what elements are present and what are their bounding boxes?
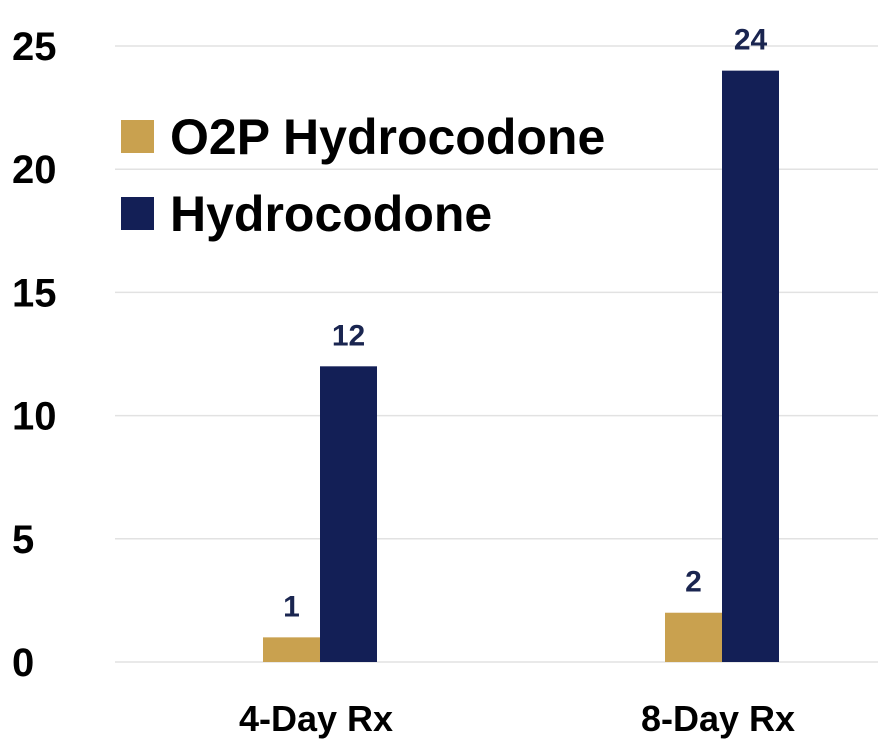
bars	[263, 70, 779, 662]
y-axis-ticks: 0 5 10 15 20 25	[12, 25, 57, 685]
bar-hydrocodone-8-day-rx	[722, 70, 779, 662]
legend-swatch-o2p-hydrocodone	[121, 120, 154, 153]
bar-o2p-hydrocodone-4-day-rx	[263, 637, 320, 662]
x-category-label-4-day-rx: 4-Day Rx	[239, 698, 393, 739]
y-tick-label-15: 15	[12, 271, 57, 315]
x-axis-categories: 4-Day Rx 8-Day Rx	[239, 698, 795, 739]
bar-hydrocodone-4-day-rx	[320, 366, 377, 662]
y-tick-label-0: 0	[12, 641, 34, 685]
data-labels: 1 12 2 24	[283, 24, 767, 624]
x-category-label-8-day-rx: 8-Day Rx	[641, 698, 795, 739]
legend-label-hydrocodone: Hydrocodone	[170, 186, 492, 242]
legend-swatch-hydrocodone	[121, 197, 154, 230]
data-label-o2p-hydrocodone-4-day-rx: 1	[283, 590, 300, 623]
y-tick-label-25: 25	[12, 25, 57, 69]
data-label-hydrocodone-4-day-rx: 12	[332, 319, 365, 352]
data-label-o2p-hydrocodone-8-day-rx: 2	[685, 566, 702, 599]
y-tick-label-5: 5	[12, 518, 34, 562]
bar-o2p-hydrocodone-8-day-rx	[665, 612, 722, 662]
data-label-hydrocodone-8-day-rx: 24	[734, 24, 768, 57]
legend-label-o2p-hydrocodone: O2P Hydrocodone	[170, 109, 605, 165]
legend: O2P Hydrocodone Hydrocodone	[121, 109, 605, 242]
y-tick-label-20: 20	[12, 148, 57, 192]
y-tick-label-10: 10	[12, 395, 57, 439]
